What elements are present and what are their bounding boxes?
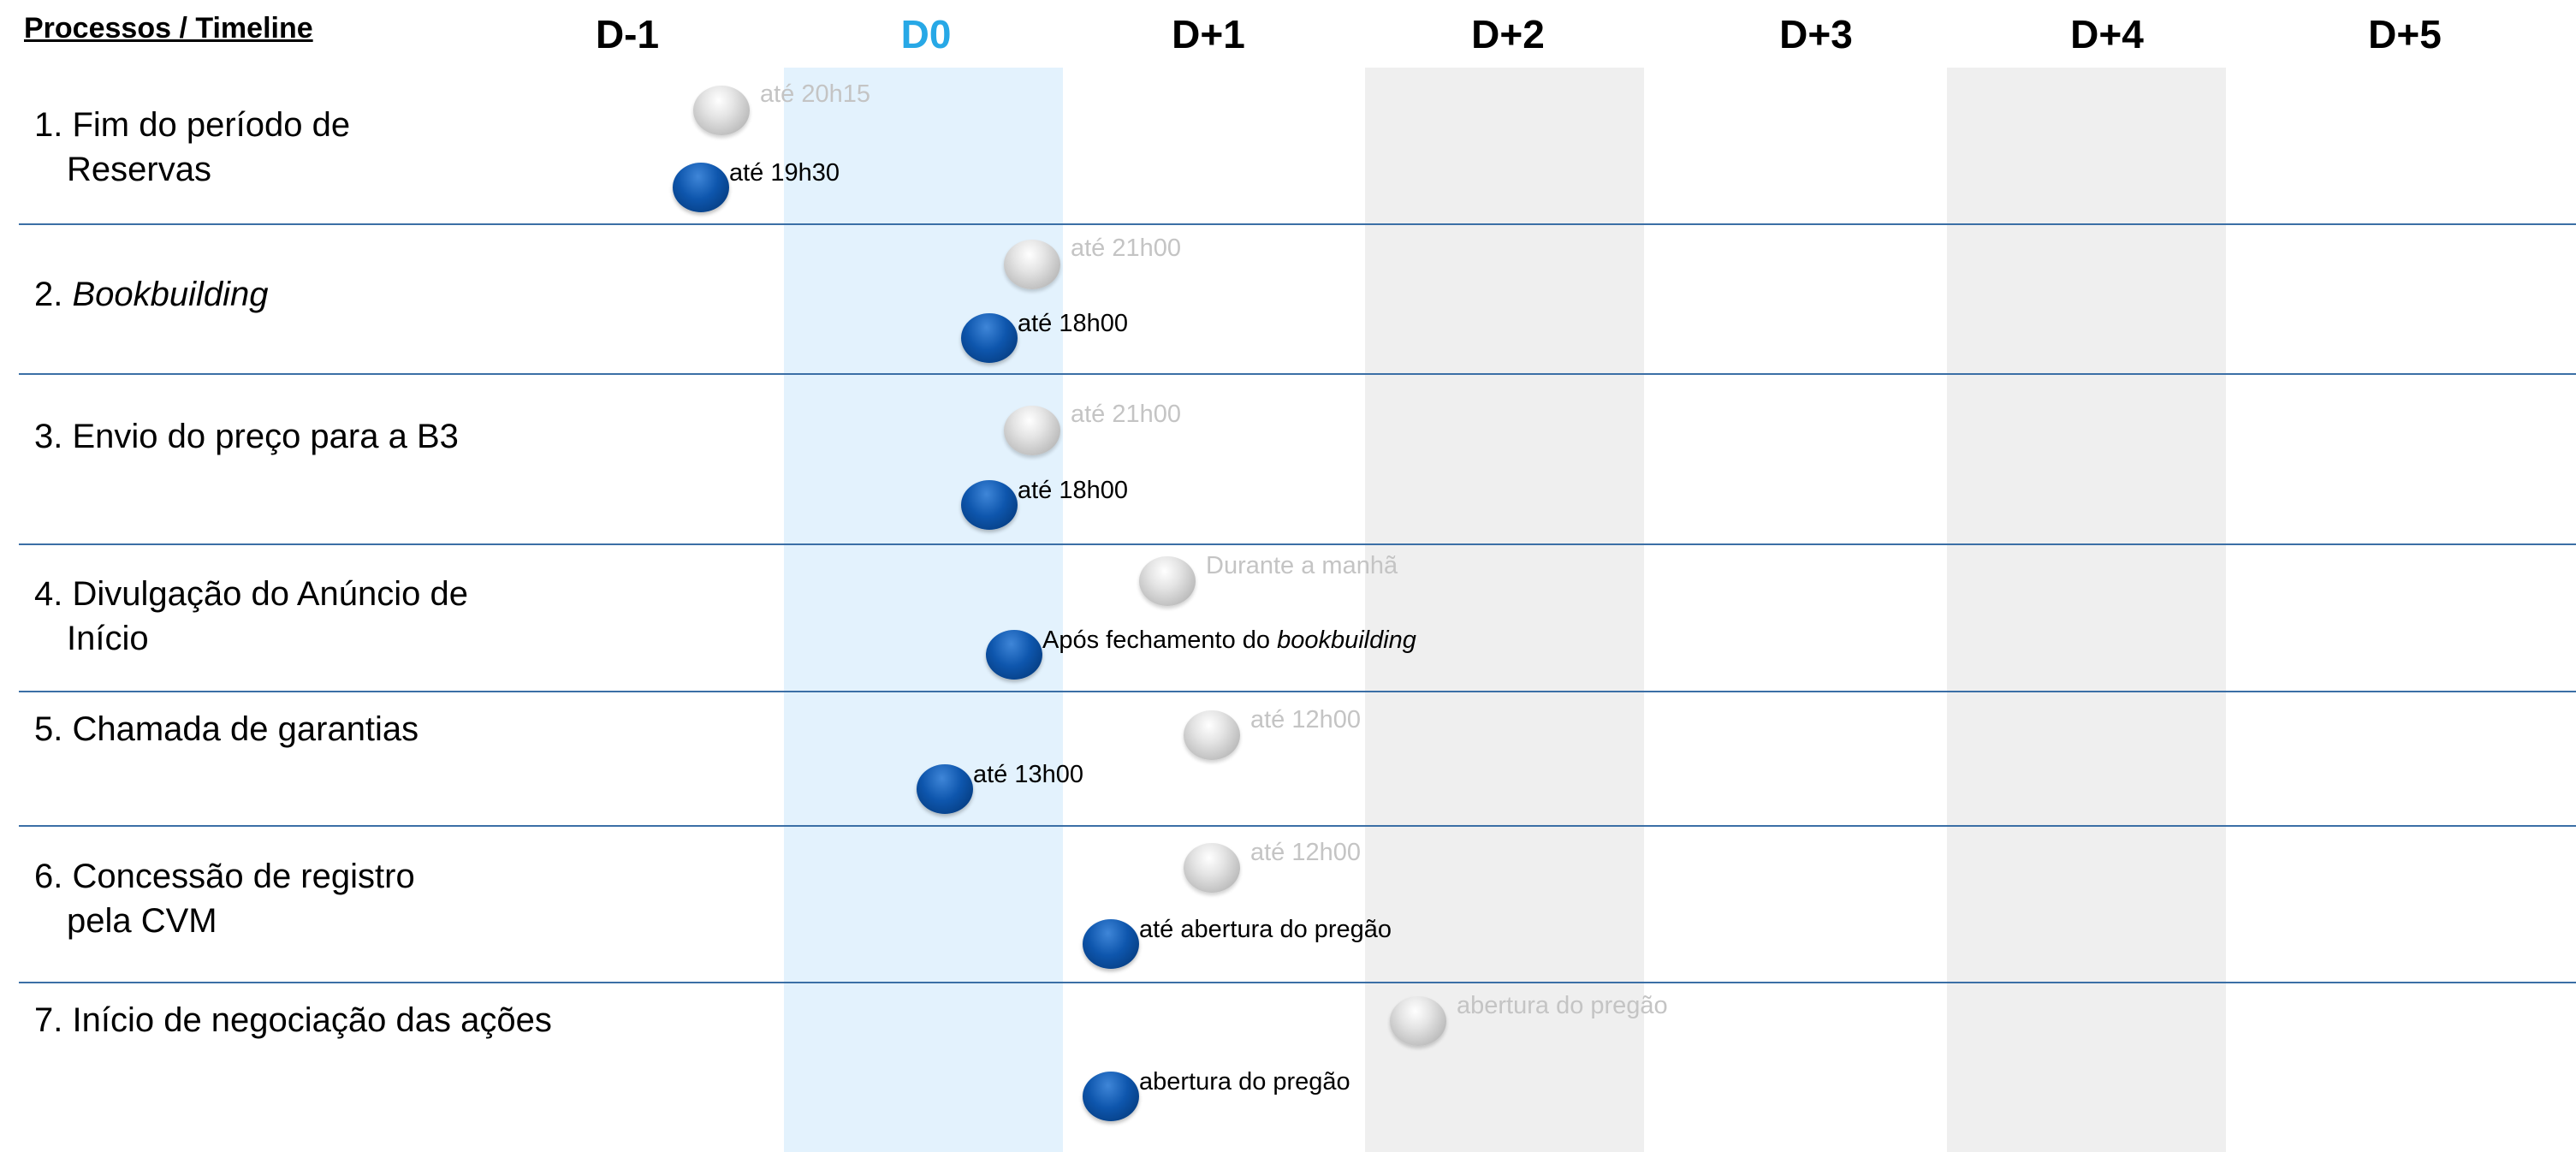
row-separator <box>19 223 2576 225</box>
process-label-line: 3. Envio do preço para a B3 <box>34 418 459 455</box>
process-label-line: 5. Chamada de garantias <box>34 710 419 748</box>
column-header-d+4: D+4 <box>2070 12 2144 56</box>
process-label-line: 4. Divulgação do Anúncio de <box>34 575 469 613</box>
grey-marker <box>1184 710 1240 760</box>
blue-marker <box>986 630 1042 680</box>
blue-marker <box>961 480 1018 530</box>
column-header-d+2: D+2 <box>1471 12 1545 56</box>
blue-marker-label: até abertura do pregão <box>1139 916 1392 943</box>
grey-marker-label: até 12h00 <box>1250 706 1362 733</box>
grey-marker-label: até 21h00 <box>1071 401 1182 428</box>
grey-marker <box>1184 843 1240 893</box>
blue-marker <box>1083 1072 1139 1121</box>
row-separator <box>19 373 2576 375</box>
process-label-1: 1. Fim do período de Reservas <box>34 103 350 192</box>
row-separator <box>19 982 2576 983</box>
grey-marker <box>1004 240 1060 289</box>
grey-marker-label: até 12h00 <box>1250 839 1362 866</box>
blue-marker-label: até 13h00 <box>973 761 1084 788</box>
process-label-6: 6. Concessão de registro pela CVM <box>34 854 415 943</box>
grey-marker <box>1390 996 1446 1046</box>
day-band-d0 <box>784 68 1063 1152</box>
grey-marker <box>1004 406 1060 455</box>
process-label-3: 3. Envio do preço para a B3 <box>34 414 459 459</box>
grey-marker-label: abertura do pregão <box>1457 992 1668 1019</box>
blue-marker-label-italic: bookbuilding <box>1277 626 1416 654</box>
blue-marker <box>961 313 1018 363</box>
process-label-line: 1. Fim do período de <box>34 106 351 144</box>
row-separator <box>19 825 2576 827</box>
blue-marker <box>673 163 729 212</box>
blue-marker-label: Após fechamento do bookbuilding <box>1042 626 1416 655</box>
grey-marker <box>693 86 750 135</box>
blue-marker <box>917 764 973 814</box>
row-separator <box>19 543 2576 545</box>
column-header-d-1: D-1 <box>595 12 660 56</box>
blue-marker-label-text: Após fechamento do <box>1042 626 1271 654</box>
grey-marker-label: Durante a manhã <box>1206 552 1398 579</box>
blue-marker <box>1083 919 1139 969</box>
process-label-line: Reservas <box>67 151 211 188</box>
process-label-line: 6. Concessão de registro <box>34 858 415 895</box>
process-label-5: 5. Chamada de garantias <box>34 707 418 751</box>
day-band-d4 <box>1947 68 2226 1152</box>
process-label-prefix: 2. <box>34 276 73 313</box>
process-label-7: 7. Início de negociação das ações <box>34 998 552 1042</box>
row-separator <box>19 691 2576 692</box>
process-label-2: 2. Bookbuilding <box>34 272 269 317</box>
blue-marker-label: até 18h00 <box>1018 310 1129 337</box>
column-header-d+1: D+1 <box>1172 12 1245 56</box>
process-label-4: 4. Divulgação do Anúncio de Início <box>34 572 468 661</box>
timeline-title: Processos / Timeline <box>24 12 313 45</box>
process-label-line: 7. Início de negociação das ações <box>34 1001 552 1039</box>
grey-marker <box>1139 556 1196 606</box>
blue-marker-label: até 18h00 <box>1018 477 1129 504</box>
grey-marker-label: até 21h00 <box>1071 235 1182 262</box>
column-header-d0: D0 <box>900 12 952 56</box>
blue-marker-label: até 19h30 <box>729 159 840 187</box>
blue-marker-label: abertura do pregão <box>1139 1068 1350 1096</box>
day-band-d2 <box>1365 68 1644 1152</box>
grey-marker-label: até 20h15 <box>760 80 871 108</box>
column-header-d+3: D+3 <box>1779 12 1853 56</box>
process-label-line: pela CVM <box>67 902 217 940</box>
process-label-line: Início <box>67 620 149 657</box>
process-label-italic: Bookbuilding <box>72 276 269 313</box>
column-header-d+5: D+5 <box>2368 12 2442 56</box>
